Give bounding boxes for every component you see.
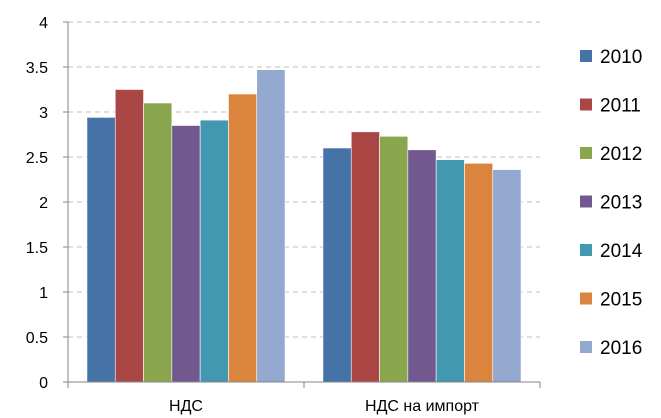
legend-swatch bbox=[580, 341, 592, 353]
bar-2016-0 bbox=[256, 69, 286, 383]
y-tick-label: 1 bbox=[39, 285, 48, 302]
y-tick-label: 0 bbox=[39, 375, 48, 392]
gridlines bbox=[68, 21, 540, 338]
x-category-label: НДС bbox=[169, 398, 203, 415]
legend-label: 2012 bbox=[600, 144, 642, 165]
bar-2010-0 bbox=[86, 117, 116, 383]
bar-2012-0 bbox=[143, 102, 173, 383]
legend-label: 2016 bbox=[600, 338, 642, 359]
y-tick-label: 4 bbox=[39, 15, 48, 32]
bar-2012-1 bbox=[379, 136, 409, 383]
bar-2013-1 bbox=[407, 149, 437, 383]
legend-label: 2014 bbox=[600, 241, 643, 262]
y-tick-label: 3 bbox=[39, 105, 48, 122]
y-tick-label: 0.5 bbox=[26, 330, 48, 347]
bar-2014-1 bbox=[435, 159, 465, 383]
legend-label: 2015 bbox=[600, 290, 642, 311]
legend-label: 2010 bbox=[600, 47, 642, 68]
bars bbox=[86, 69, 522, 383]
legend: 2010 2011 2012 2013 2014 2015 2016 bbox=[580, 47, 643, 359]
x-axis-category-labels: НДС НДС на импорт bbox=[169, 398, 480, 415]
bar-2013-0 bbox=[171, 125, 201, 383]
bar-2011-0 bbox=[114, 89, 144, 383]
bar-2016-1 bbox=[492, 169, 522, 383]
legend-swatch bbox=[580, 98, 592, 111]
bar-2015-0 bbox=[228, 93, 258, 383]
legend-label: 2013 bbox=[600, 193, 642, 214]
bar-2011-1 bbox=[350, 131, 380, 383]
legend-swatch bbox=[580, 292, 592, 305]
legend-swatch bbox=[580, 50, 592, 62]
y-tick-label: 3.5 bbox=[26, 60, 48, 77]
legend-swatch bbox=[580, 244, 592, 256]
y-tick-label: 2.5 bbox=[26, 150, 48, 167]
y-tick-label: 2 bbox=[39, 195, 48, 212]
legend-swatch bbox=[580, 195, 592, 208]
x-category-label: НДС на импорт bbox=[365, 398, 480, 415]
legend-swatch bbox=[580, 147, 592, 159]
bar-2014-0 bbox=[199, 119, 229, 383]
bar-2010-1 bbox=[322, 147, 352, 383]
y-axis-tick-labels: 0 0.5 1 1.5 2 2.5 3 3.5 4 bbox=[26, 15, 48, 392]
legend-label: 2011 bbox=[600, 96, 641, 117]
y-tick-label: 1.5 bbox=[26, 240, 48, 257]
bar-2015-1 bbox=[464, 163, 494, 383]
axes bbox=[63, 21, 541, 388]
